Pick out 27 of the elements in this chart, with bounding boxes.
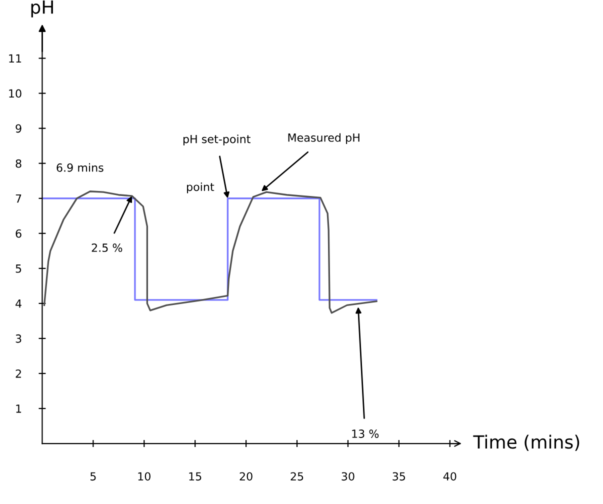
y-tick-label: 8 [16,159,22,168]
x-tick-label: 5 [90,472,96,481]
annotation: point [187,182,214,194]
x-tick-label: 20 [240,472,252,481]
x-tick-label: 15 [189,472,202,481]
x-tick-label: 10 [138,472,150,481]
y-tick-label: 2 [16,369,21,378]
y-tick-label: 9 [16,124,22,133]
annotation: 2.5 % [92,244,122,252]
x-tick-label: 35 [392,472,406,481]
y-tick-label: 4 [16,300,22,308]
annotation: 13 % [352,430,379,438]
annotation: pH set-point [183,134,250,146]
x-axis-title: Time (mins) [473,434,580,451]
x-tick-label: 25 [290,472,304,481]
y-tick-label: 7 [16,194,22,203]
y-tick-label: 1 [16,404,22,413]
y-tick-label: 11 [9,54,22,63]
x-tick-label: 40 [443,472,456,481]
y-tick-label: 6 [16,229,22,238]
y-tick-label: 10 [9,89,22,98]
annotation: 6.9 mins [56,163,104,172]
y-axis-title: pH [31,0,53,18]
x-tick-label: 30 [342,472,354,481]
y-tick-label: 5 [16,264,22,273]
y-tick-label: 3 [16,334,22,343]
annotation: Measured pH [288,133,360,144]
